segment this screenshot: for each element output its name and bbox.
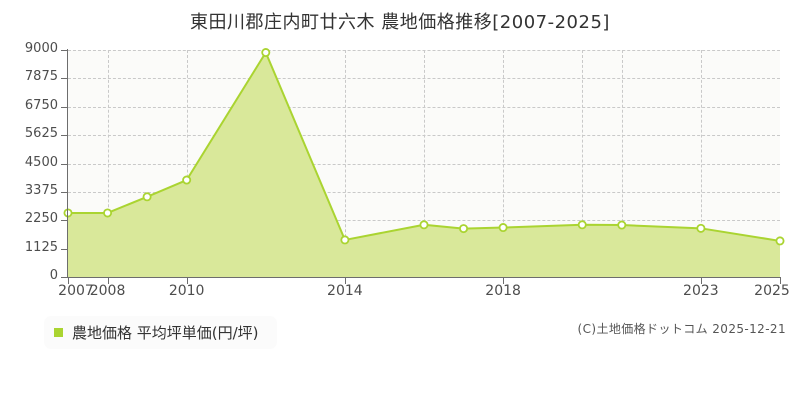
y-axis-label: 2250	[24, 211, 58, 227]
y-tick-mark	[61, 277, 68, 278]
data-point-marker[interactable]	[577, 220, 587, 230]
gridline-vertical	[503, 50, 505, 277]
copyright-credit: (C)土地価格ドットコム 2025-12-21	[577, 322, 786, 336]
data-point-marker[interactable]	[182, 175, 192, 185]
x-axis-line	[67, 277, 781, 278]
gridline-vertical	[107, 50, 109, 277]
y-axis-label: 3375	[24, 182, 58, 198]
data-point-marker[interactable]	[775, 236, 785, 246]
gridline-vertical	[344, 50, 346, 277]
x-tick-mark	[780, 277, 781, 284]
gridline-vertical	[582, 50, 584, 277]
gridline-vertical	[186, 50, 188, 277]
data-point-marker[interactable]	[498, 223, 508, 233]
plot-area	[63, 48, 785, 277]
y-axis-label: 4500	[24, 154, 58, 170]
chart-title: 東田川郡庄内町廿六木 農地価格推移[2007-2025]	[190, 12, 610, 33]
y-axis-label: 9000	[24, 41, 58, 56]
y-axis-label: 7875	[24, 69, 58, 85]
y-axis-label: 1125	[24, 239, 58, 255]
gridline-vertical	[424, 50, 425, 277]
x-tick-mark	[503, 277, 505, 284]
x-tick-mark	[186, 277, 188, 284]
data-point-marker[interactable]	[419, 220, 429, 230]
y-tick-mark	[61, 106, 68, 108]
x-axis-label: 2023	[683, 283, 719, 299]
data-point-marker[interactable]	[103, 208, 113, 218]
gridline-vertical	[621, 50, 623, 277]
x-axis-label: 2014	[327, 283, 363, 299]
data-point-marker[interactable]	[340, 235, 350, 245]
data-point-marker[interactable]	[261, 48, 271, 58]
legend-label: 農地価格 平均坪単価(円/坪)	[72, 324, 259, 342]
data-point-marker[interactable]	[696, 223, 706, 233]
x-tick-mark	[107, 277, 109, 284]
gridline-vertical	[700, 50, 702, 277]
y-tick-mark	[61, 135, 68, 137]
y-tick-mark	[61, 191, 68, 193]
chart-legend[interactable]: 農地価格 平均坪単価(円/坪)	[44, 316, 277, 349]
data-point-marker[interactable]	[459, 224, 469, 234]
x-axis-label: 2008	[89, 283, 126, 299]
y-tick-mark	[61, 248, 68, 250]
x-axis-label: 2025	[754, 283, 790, 299]
data-point-marker[interactable]	[63, 208, 73, 218]
x-axis-label: 2018	[485, 283, 521, 299]
y-axis-label: 0	[49, 268, 58, 283]
series-area-fill	[68, 52, 780, 277]
y-axis-label: 5625	[24, 126, 58, 142]
y-axis-label: 6750	[24, 97, 58, 113]
x-axis-label: 2007	[58, 283, 94, 299]
x-tick-mark	[344, 277, 346, 284]
y-tick-mark	[61, 50, 68, 51]
series-plot	[63, 48, 785, 277]
x-tick-mark	[68, 277, 69, 284]
x-tick-mark	[700, 277, 702, 284]
legend-swatch-icon	[54, 328, 63, 337]
data-point-marker[interactable]	[142, 192, 152, 202]
data-point-marker[interactable]	[617, 220, 627, 230]
x-axis-label: 2010	[168, 283, 205, 299]
y-tick-mark	[61, 163, 68, 165]
y-tick-mark	[61, 78, 68, 80]
y-tick-mark	[61, 220, 68, 222]
